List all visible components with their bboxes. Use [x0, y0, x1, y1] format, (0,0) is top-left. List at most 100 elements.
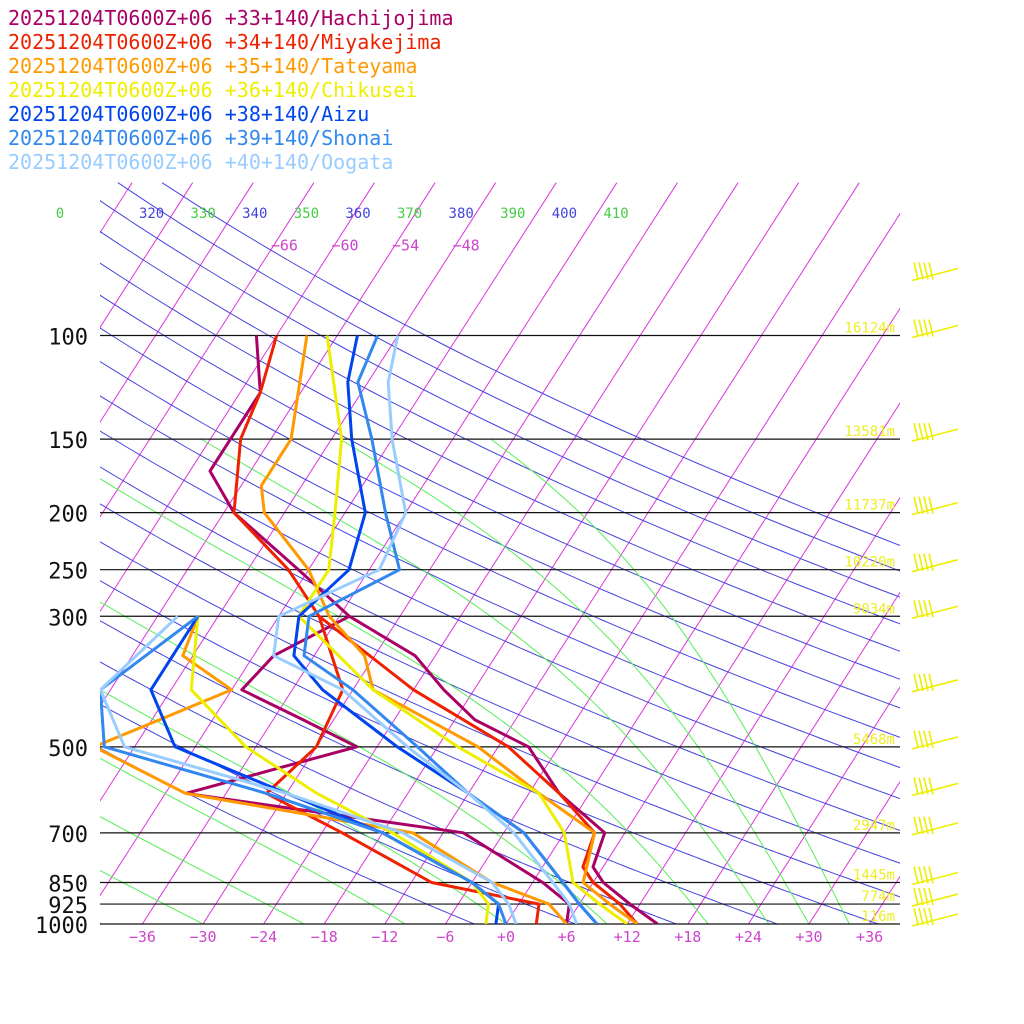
temperature-tick-label: +18: [674, 928, 701, 946]
isotherm-line: [100, 182, 315, 518]
height-label: 5468m: [853, 732, 895, 748]
dry-adiabat-line: [117, 182, 900, 572]
temperature-tick-label: −6: [436, 928, 454, 946]
height-label: 1445m: [853, 867, 895, 883]
dewpoint-line: [100, 615, 508, 924]
wind-barb: [911, 777, 959, 797]
isotherm-line: [384, 182, 860, 924]
dry-adiabat-line: [161, 182, 900, 546]
legend-item: 20251204T0600Z+06 +33+140/Hachijojima: [8, 6, 454, 30]
wind-barb: [911, 887, 959, 907]
temperature-tick-label: −18: [311, 928, 338, 946]
dewpoint-line: [189, 616, 490, 924]
pressure-label: 250: [48, 560, 88, 585]
theta-label: 410: [603, 206, 628, 222]
temperature-top-label: −60: [331, 236, 358, 254]
moist-adiabat-line: [100, 757, 406, 924]
height-label: 774m: [861, 889, 895, 905]
wind-barb: [911, 496, 959, 516]
legend-item: 20251204T0600Z+06 +36+140/Chikusei: [8, 78, 418, 102]
isotherm-line: [747, 686, 900, 924]
temperature-tick-label: +12: [614, 928, 641, 946]
height-label: 11737m: [844, 498, 895, 514]
height-label: 10220m: [844, 555, 895, 571]
height-label: 116m: [861, 909, 895, 925]
moist-adiabat-line: [100, 816, 305, 924]
dry-adiabat-line: [100, 230, 900, 625]
legend: 20251204T0600Z+06 +33+140/Hachijojima 202…: [8, 6, 454, 174]
isotherm-line: [505, 307, 900, 924]
temperature-top-label: −54: [392, 236, 419, 254]
wind-barb: [911, 600, 959, 620]
theta-label: 370: [397, 206, 422, 222]
wind-barb: [911, 553, 959, 573]
moist-adiabat-line: [200, 438, 770, 924]
dry-adiabat-line: [100, 661, 677, 924]
isotherm-line: [323, 182, 800, 924]
legend-item: 20251204T0600Z+06 +38+140/Aizu: [8, 102, 370, 126]
pressure-label: 200: [48, 503, 88, 528]
wind-barb: [911, 866, 959, 886]
pressure-label: 700: [48, 823, 88, 848]
isotherm-line: [808, 780, 900, 924]
dry-adiabat-line: [100, 430, 900, 800]
temperature-line: [297, 335, 629, 924]
theta-label: 380: [449, 206, 474, 222]
temperature-top-label: −66: [271, 236, 298, 254]
dry-adiabat-line: [100, 395, 900, 769]
sounding-profiles: [100, 334, 659, 924]
dewpoint-line: [184, 614, 571, 924]
legend-item: 20251204T0600Z+06 +34+140/Miyakejima: [8, 30, 442, 54]
chart-background: [0, 182, 1024, 924]
theta-label: 360: [345, 206, 370, 222]
temperature-line: [302, 334, 599, 924]
temperature-tick-label: +24: [735, 928, 762, 946]
isotherm-line: [566, 402, 900, 924]
theta-label: 0: [56, 206, 64, 222]
isotherm-line: [100, 182, 194, 329]
moist-adiabat-line: [100, 601, 608, 924]
wind-barbs: [911, 262, 959, 927]
theta-label: 400: [552, 206, 577, 222]
temperature-tick-label: −24: [250, 928, 277, 946]
wind-barb: [911, 262, 959, 282]
dry-adiabat-line: [100, 747, 475, 924]
isobars: [100, 334, 900, 925]
isotherm-line: [687, 591, 900, 924]
isotherm-line: [100, 182, 497, 802]
height-label: 13581m: [844, 424, 895, 440]
isotherm-line: [991, 183, 1024, 924]
dry-adiabat-line: [100, 360, 900, 738]
theta-label: 340: [242, 206, 267, 222]
pressure-label: 300: [48, 606, 88, 631]
theta-label: 330: [191, 206, 216, 222]
isotherm-line: [263, 182, 739, 924]
temperature-top-label: −48: [453, 236, 480, 254]
temperature-tick-label: +6: [558, 928, 576, 946]
temperature-line: [259, 335, 639, 924]
dry-adiabat-line: [100, 200, 900, 598]
dewpoint-line: [100, 615, 568, 924]
dry-adiabat-line: [100, 620, 778, 924]
legend-item: 20251204T0600Z+06 +35+140/Tateyama: [8, 54, 418, 78]
legend-item: 20251204T0600Z+06 +39+140/Shonai: [8, 126, 394, 150]
pressure-label: 100: [48, 326, 88, 351]
dry-adiabat-line: [100, 466, 900, 831]
isotherm-line: [100, 182, 557, 897]
temperature-tick-label: +36: [856, 928, 883, 946]
temperature-line: [232, 335, 639, 924]
temperature-line: [208, 335, 659, 924]
temperature-tick-label: −30: [189, 928, 216, 946]
temperature-tick-label: −36: [129, 928, 156, 946]
isotherm-line: [626, 496, 900, 924]
pressure-label: 850: [48, 872, 88, 897]
temperature-tick-label: +0: [497, 928, 515, 946]
temperature-line: [272, 335, 579, 924]
pressure-label: 500: [48, 737, 88, 762]
isotherm-line: [444, 212, 900, 924]
isotherm-line: [0, 183, 71, 924]
dry-adiabat-line: [100, 294, 900, 680]
isotherm-line: [141, 182, 618, 924]
